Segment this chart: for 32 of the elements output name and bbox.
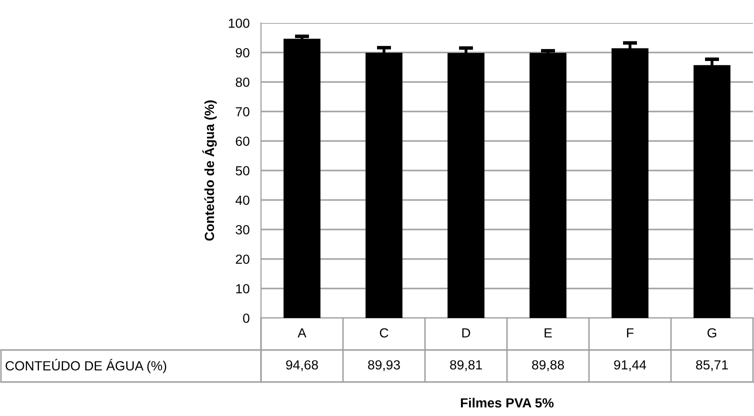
y-tick-label: 90: [236, 48, 250, 58]
x-tick-label: E: [544, 328, 552, 338]
bar: [448, 53, 484, 318]
x-tick-label: C: [380, 328, 388, 338]
y-tick-label: 20: [236, 254, 250, 264]
y-axis-title: Conteúdo de Água (%): [202, 100, 217, 241]
data-label: 94,68: [286, 360, 318, 372]
text: CONTEÚDO DE ÁGUA (%): [6, 358, 166, 374]
data-label: 89,88: [532, 360, 564, 372]
y-tick-label: 60: [236, 136, 250, 146]
y-tick-label: 100: [228, 18, 250, 28]
x-tick-label: A: [298, 328, 306, 338]
y-tick-label: 50: [236, 166, 250, 176]
bar: [366, 52, 402, 318]
data-label: 85,71: [696, 360, 728, 372]
bar: [284, 38, 320, 318]
x-axis-title: Filmes PVA 5%: [460, 398, 554, 408]
data-label: 89,93: [368, 360, 400, 372]
x-tick-label: F: [627, 328, 634, 338]
x-tick-label: D: [462, 328, 470, 338]
bar: [612, 48, 648, 318]
x-tick-label: G: [708, 328, 716, 338]
y-tick-label: 80: [236, 78, 250, 87]
y-tick-label: 40: [236, 196, 250, 205]
bar: [530, 52, 566, 318]
y-tick-label: 0: [243, 314, 250, 323]
y-tick-label: 30: [236, 225, 250, 234]
y-tick-label: 10: [236, 284, 250, 294]
bar: [694, 65, 730, 318]
data-label: 89,81: [450, 360, 482, 372]
data-label: 91,44: [614, 360, 646, 372]
y-tick-label: 70: [236, 107, 250, 116]
